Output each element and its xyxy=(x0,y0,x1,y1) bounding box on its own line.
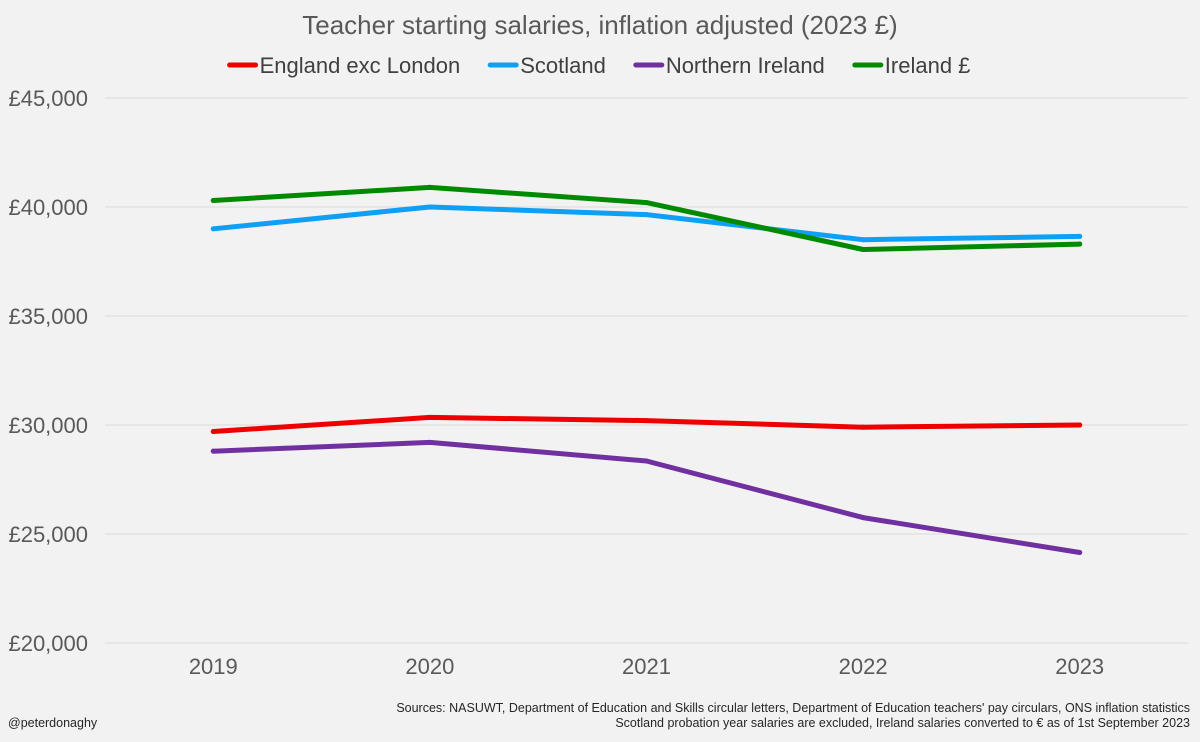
y-tick-label: £30,000 xyxy=(8,413,88,438)
legend-item-northern-ireland: Northern Ireland xyxy=(633,53,825,78)
data-point-scotland xyxy=(1077,233,1083,239)
data-point-england-exc-london xyxy=(1077,422,1083,428)
y-tick-label: £20,000 xyxy=(8,631,88,656)
author-credit: @peterdonaghy xyxy=(8,716,98,730)
legend-label: Northern Ireland xyxy=(666,53,825,78)
x-tick-label: 2023 xyxy=(1055,654,1104,679)
sources-note: Sources: NASUWT, Department of Education… xyxy=(396,701,1190,715)
x-axis: 2019 2020 2021 2022 2023 xyxy=(189,654,1104,679)
legend-item-ireland: Ireland £ xyxy=(852,53,971,78)
legend-label: Scotland xyxy=(520,53,606,78)
data-point-northern-ireland xyxy=(427,439,433,445)
legend-item-england-exc-london: England exc London xyxy=(227,53,461,78)
data-point-ireland xyxy=(210,197,216,203)
data-point-ireland xyxy=(860,247,866,253)
x-tick-label: 2019 xyxy=(189,654,238,679)
series-lines xyxy=(210,184,1083,556)
data-point-scotland xyxy=(210,226,216,232)
data-point-northern-ireland xyxy=(860,515,866,521)
data-point-england-exc-london xyxy=(210,429,216,435)
y-tick-label: £40,000 xyxy=(8,195,88,220)
y-axis: £20,000 £25,000 £30,000 £35,000 £40,000 £45,0… xyxy=(8,86,88,656)
legend-item-scotland: Scotland xyxy=(487,53,606,78)
legend-label: England exc London xyxy=(260,53,461,78)
y-tick-label: £45,000 xyxy=(8,86,88,111)
data-point-england-exc-london xyxy=(427,414,433,420)
x-tick-label: 2021 xyxy=(622,654,671,679)
y-tick-label: £35,000 xyxy=(8,304,88,329)
data-point-ireland xyxy=(644,200,649,206)
data-point-ireland xyxy=(427,184,433,190)
data-point-scotland xyxy=(860,237,866,243)
data-point-northern-ireland xyxy=(210,448,216,454)
data-point-scotland xyxy=(427,204,433,210)
legend-label: Ireland £ xyxy=(885,53,971,78)
data-point-northern-ireland xyxy=(644,458,649,464)
legend: England exc London Scotland Northern Irela… xyxy=(227,53,971,78)
series-line-scotland xyxy=(210,204,1083,243)
gridlines xyxy=(105,97,1188,644)
data-point-england-exc-london xyxy=(644,418,649,424)
y-tick-label: £25,000 xyxy=(8,522,88,547)
data-point-northern-ireland xyxy=(1077,550,1083,556)
data-point-england-exc-london xyxy=(860,424,866,430)
chart-title: Teacher starting salaries, inflation adj… xyxy=(302,10,897,40)
data-point-ireland xyxy=(1077,241,1083,247)
data-point-scotland xyxy=(644,212,649,218)
x-tick-label: 2020 xyxy=(405,654,454,679)
conversion-note: Scotland probation year salaries are exc… xyxy=(615,716,1190,730)
x-tick-label: 2022 xyxy=(839,654,888,679)
